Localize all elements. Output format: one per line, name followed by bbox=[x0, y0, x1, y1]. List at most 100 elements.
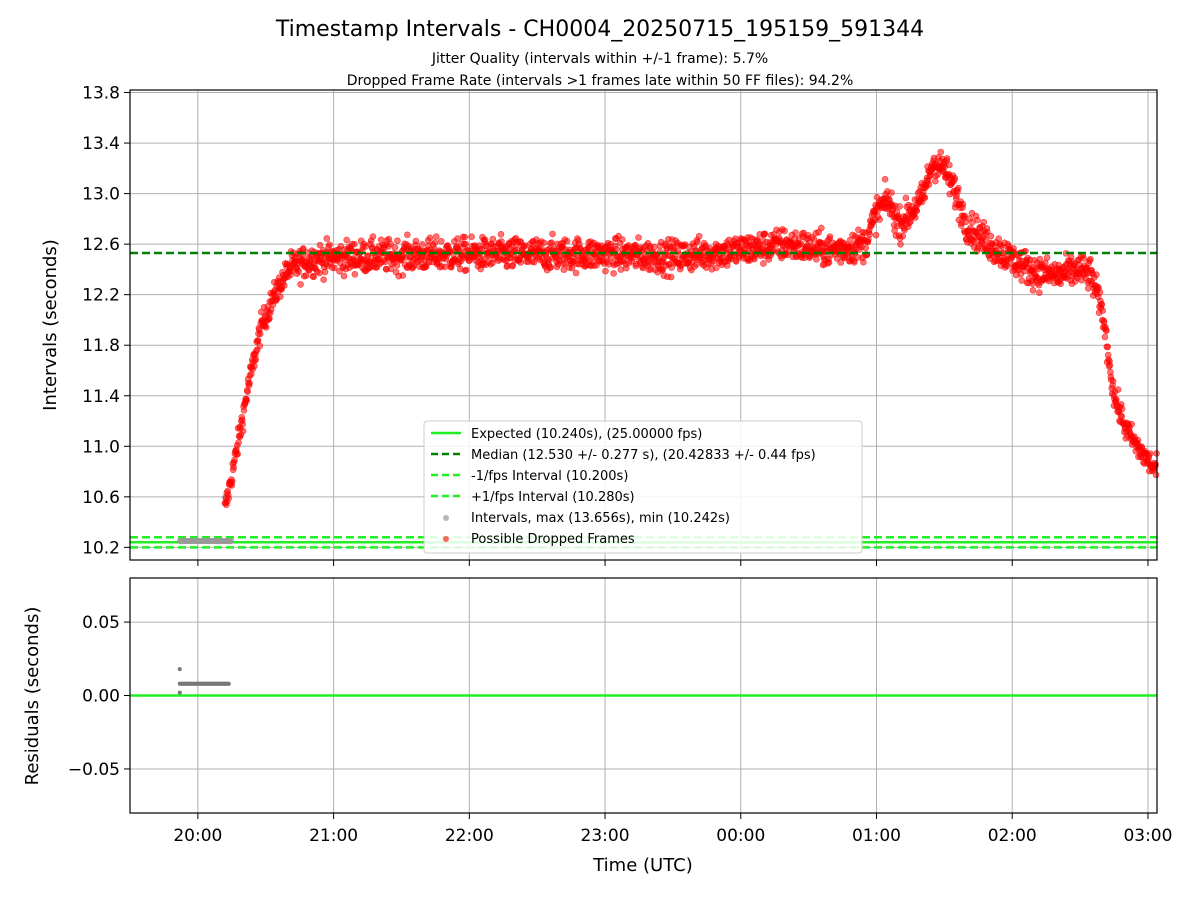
dropped-frame-point bbox=[431, 239, 439, 246]
intervals-y-tick-label: 11.0 bbox=[82, 437, 120, 457]
dropped-frame-point bbox=[1109, 377, 1117, 385]
dropped-frame-point bbox=[256, 330, 264, 338]
dropped-frame-point bbox=[509, 261, 517, 269]
dropped-frame-point bbox=[1093, 271, 1100, 279]
dropped-frame-point bbox=[888, 189, 895, 196]
dropped-frame-point bbox=[468, 233, 475, 241]
dropped-frame-point bbox=[610, 270, 617, 277]
dropped-frame-point bbox=[813, 255, 820, 263]
dropped-frame-point bbox=[412, 237, 420, 245]
dropped-frame-point bbox=[872, 231, 880, 239]
dropped-frame-point bbox=[228, 478, 236, 485]
dropped-frames-points bbox=[130, 148, 1160, 509]
x-tick-label: 21:00 bbox=[309, 826, 358, 846]
dropped-frame-point bbox=[866, 231, 874, 238]
chart-subtitle-1: Jitter Quality (intervals within +/-1 fr… bbox=[431, 51, 768, 67]
dropped-frame-point bbox=[987, 232, 995, 240]
dropped-frame-point bbox=[326, 241, 333, 249]
residuals-y-ticks: −0.05 0.00 0.05 bbox=[68, 613, 130, 780]
intervals-y-ticks: 10.2 10.6 11.0 11.4 11.8 12.2 12.6 13.0 13.4 13.8 bbox=[82, 84, 130, 558]
dropped-frame-point bbox=[1128, 420, 1135, 428]
dropped-frame-point bbox=[1112, 395, 1120, 403]
dropped-frame-point bbox=[826, 233, 834, 240]
dropped-frame-point bbox=[1101, 333, 1109, 341]
dropped-frame-point bbox=[694, 238, 701, 246]
x-tick-label: 02:00 bbox=[988, 826, 1037, 846]
dropped-frame-point bbox=[240, 407, 248, 414]
normal-intervals-points bbox=[176, 493, 235, 545]
dropped-frame-point bbox=[851, 258, 858, 266]
dropped-frame-point bbox=[921, 194, 929, 201]
intervals-x-ticks bbox=[197, 560, 1149, 566]
dropped-frame-point bbox=[251, 362, 258, 370]
legend-box bbox=[423, 420, 863, 554]
dropped-frame-point bbox=[937, 148, 945, 156]
dropped-frame-point bbox=[818, 224, 825, 232]
dropped-frame-point bbox=[252, 356, 260, 363]
dropped-frame-point bbox=[925, 181, 933, 188]
dropped-frame-point bbox=[902, 194, 910, 202]
legend: Expected (10.240s), (25.00000 fps) Media… bbox=[423, 420, 863, 554]
dropped-frame-point bbox=[302, 272, 310, 279]
dropped-frame-point bbox=[391, 244, 399, 251]
dropped-frame-point bbox=[959, 200, 967, 208]
dropped-frame-point bbox=[563, 237, 571, 245]
dropped-frame-point bbox=[667, 273, 675, 281]
dropped-frame-point bbox=[316, 241, 324, 249]
dropped-frame-point bbox=[295, 268, 303, 275]
x-tick-label: 01:00 bbox=[852, 826, 901, 846]
residuals-panel: −0.05 0.00 0.05 20:00 21:00 22:00 23:00 00:00 0… bbox=[22, 577, 1172, 876]
dropped-frame-point bbox=[613, 245, 620, 253]
dropped-frame-point bbox=[792, 229, 799, 236]
residuals-points bbox=[177, 667, 231, 695]
dropped-frame-point bbox=[351, 240, 358, 248]
dropped-frame-point bbox=[235, 439, 242, 446]
intervals-panel: 10.2 10.6 11.0 11.4 11.8 12.2 12.6 13.0 13.4 13.8… bbox=[40, 84, 1160, 566]
dropped-frame-point bbox=[623, 264, 630, 272]
x-tick-label: 22:00 bbox=[445, 826, 494, 846]
dropped-frame-point bbox=[1146, 450, 1154, 457]
x-tick-label: 03:00 bbox=[1123, 826, 1172, 846]
residual-point bbox=[177, 667, 182, 672]
intervals-y-tick-label: 11.8 bbox=[82, 336, 120, 356]
dropped-frame-point bbox=[1152, 471, 1160, 479]
dropped-frame-point bbox=[1103, 327, 1110, 334]
dropped-frame-point bbox=[343, 236, 351, 244]
dropped-frame-point bbox=[974, 216, 981, 224]
dropped-frame-point bbox=[635, 234, 642, 241]
dropped-frame-point bbox=[899, 232, 907, 240]
dropped-frame-point bbox=[1018, 277, 1026, 284]
residual-point bbox=[177, 690, 182, 695]
dropped-frame-point bbox=[951, 174, 959, 182]
intervals-plot-frame bbox=[129, 89, 1158, 561]
dropped-frame-point bbox=[316, 269, 323, 277]
dropped-frame-point bbox=[321, 268, 329, 276]
dropped-frame-point bbox=[825, 258, 833, 266]
dropped-frame-point bbox=[489, 235, 497, 243]
dropped-frame-point bbox=[320, 276, 327, 283]
legend-median-label: Median (12.530 +/- 0.277 s), (20.42833 +… bbox=[471, 448, 816, 463]
intervals-y-tick-label: 13.8 bbox=[82, 84, 120, 104]
dropped-frame-point bbox=[394, 237, 401, 245]
dropped-frame-point bbox=[995, 235, 1002, 242]
dropped-frame-point bbox=[225, 494, 232, 502]
dropped-frame-point bbox=[239, 427, 247, 435]
intervals-y-tick-label: 10.2 bbox=[82, 538, 120, 558]
dropped-frame-point bbox=[761, 230, 769, 238]
dropped-frame-point bbox=[387, 240, 394, 248]
dropped-frame-point bbox=[239, 420, 246, 428]
intervals-y-tick-label: 10.6 bbox=[82, 488, 120, 508]
x-tick-label: 20:00 bbox=[173, 826, 222, 846]
intervals-y-tick-label: 12.2 bbox=[82, 286, 120, 306]
intervals-y-label: Intervals (seconds) bbox=[40, 239, 61, 411]
dropped-frame-point bbox=[713, 264, 720, 272]
dropped-frame-point bbox=[943, 155, 951, 162]
dropped-frame-point bbox=[404, 231, 411, 239]
dropped-frame-point bbox=[481, 236, 489, 244]
dropped-frame-point bbox=[462, 240, 469, 248]
dropped-frame-point bbox=[331, 264, 338, 272]
dropped-frame-point bbox=[1043, 254, 1051, 262]
dropped-frame-point bbox=[530, 258, 538, 266]
legend-dropped-label: Possible Dropped Frames bbox=[471, 532, 635, 547]
dropped-frame-point bbox=[572, 269, 580, 277]
